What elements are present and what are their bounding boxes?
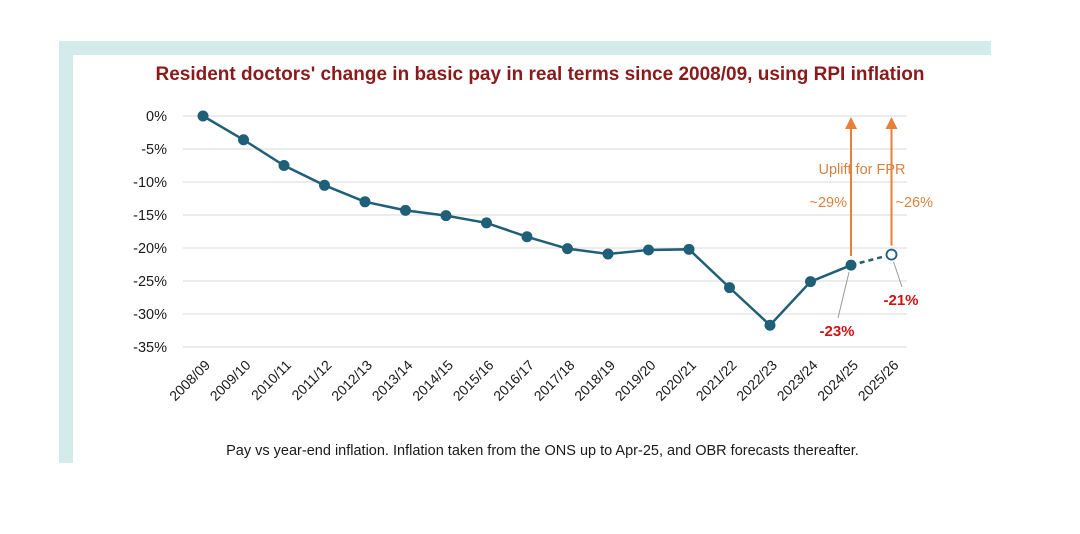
y-tick-label: -30% (133, 307, 167, 323)
leader-line-2025-26 (893, 261, 903, 288)
y-tick-label: -35% (133, 340, 167, 356)
data-points (197, 110, 898, 331)
y-tick-label: -15% (133, 208, 167, 224)
uplift-value-2025-26: ~26% (896, 195, 934, 211)
uplift-value-2024-25: ~29% (810, 195, 848, 211)
footnote: Pay vs year-end inflation. Inflation tak… (226, 443, 859, 459)
x-tick-label: 2023/24 (774, 357, 821, 404)
data-point (197, 110, 209, 122)
x-axis-ticks: 2008/092009/102010/112011/122012/132013/… (166, 357, 902, 404)
x-tick-label: 2025/26 (855, 357, 902, 404)
data-point (643, 244, 654, 256)
x-tick-label: 2008/09 (166, 357, 213, 404)
x-tick-label: 2010/11 (248, 357, 295, 404)
data-point (805, 276, 816, 288)
frame-top-bar (59, 41, 991, 55)
series-line-solid (202, 114, 852, 327)
x-tick-label: 2017/18 (531, 357, 578, 404)
data-point (238, 134, 249, 146)
x-tick-label: 2019/20 (612, 357, 659, 404)
data-point (278, 160, 290, 171)
series-line-projected (850, 253, 892, 267)
x-tick-label: 2015/16 (450, 357, 497, 404)
data-point (359, 196, 371, 208)
gridlines (183, 115, 907, 348)
data-point (885, 248, 898, 261)
data-point (683, 243, 695, 255)
x-tick-label: 2016/17 (490, 357, 537, 404)
x-tick-label: 2020/21 (652, 357, 699, 404)
y-tick-label: -20% (133, 241, 167, 257)
data-point (845, 259, 857, 271)
x-tick-label: 2021/22 (693, 357, 740, 404)
data-point (602, 248, 614, 260)
x-tick-label: 2022/23 (733, 357, 780, 404)
leader-line-2024-25 (837, 272, 850, 319)
x-tick-label: 2013/14 (369, 357, 416, 404)
y-tick-label: -25% (133, 274, 167, 290)
chart-title: Resident doctors' change in basic pay in… (155, 64, 925, 85)
data-point (562, 243, 573, 255)
annotations: Uplift for FPR ~29% ~26% -23% -21% (810, 117, 934, 340)
y-axis-ticks: 0% -5% -10% -15% -20% -25% -30% -35% (133, 109, 167, 356)
x-tick-label: 2014/15 (409, 357, 456, 404)
data-point (481, 217, 492, 229)
x-tick-label: 2009/10 (207, 357, 254, 404)
series-line (202, 114, 892, 327)
data-point (319, 179, 330, 191)
uplift-arrow-2024-25-head (845, 117, 857, 129)
data-point (440, 210, 452, 222)
uplift-label: Uplift for FPR (818, 162, 905, 178)
data-point (764, 319, 776, 331)
data-point (724, 282, 735, 294)
data-point (521, 231, 533, 243)
y-tick-label: -10% (133, 175, 167, 191)
value-label-2025-26: -21% (883, 292, 918, 309)
x-tick-label: 2024/25 (814, 357, 861, 404)
data-point (400, 204, 411, 216)
x-tick-label: 2012/13 (328, 357, 375, 404)
x-tick-label: 2018/19 (571, 357, 618, 404)
uplift-arrow-2025-26-head (885, 117, 898, 129)
value-label-2024-25: -23% (819, 323, 854, 340)
x-tick-label: 2011/12 (288, 357, 335, 404)
frame-left-bar (59, 41, 73, 463)
y-tick-label: 0% (146, 109, 167, 125)
y-tick-label: -5% (141, 142, 167, 158)
